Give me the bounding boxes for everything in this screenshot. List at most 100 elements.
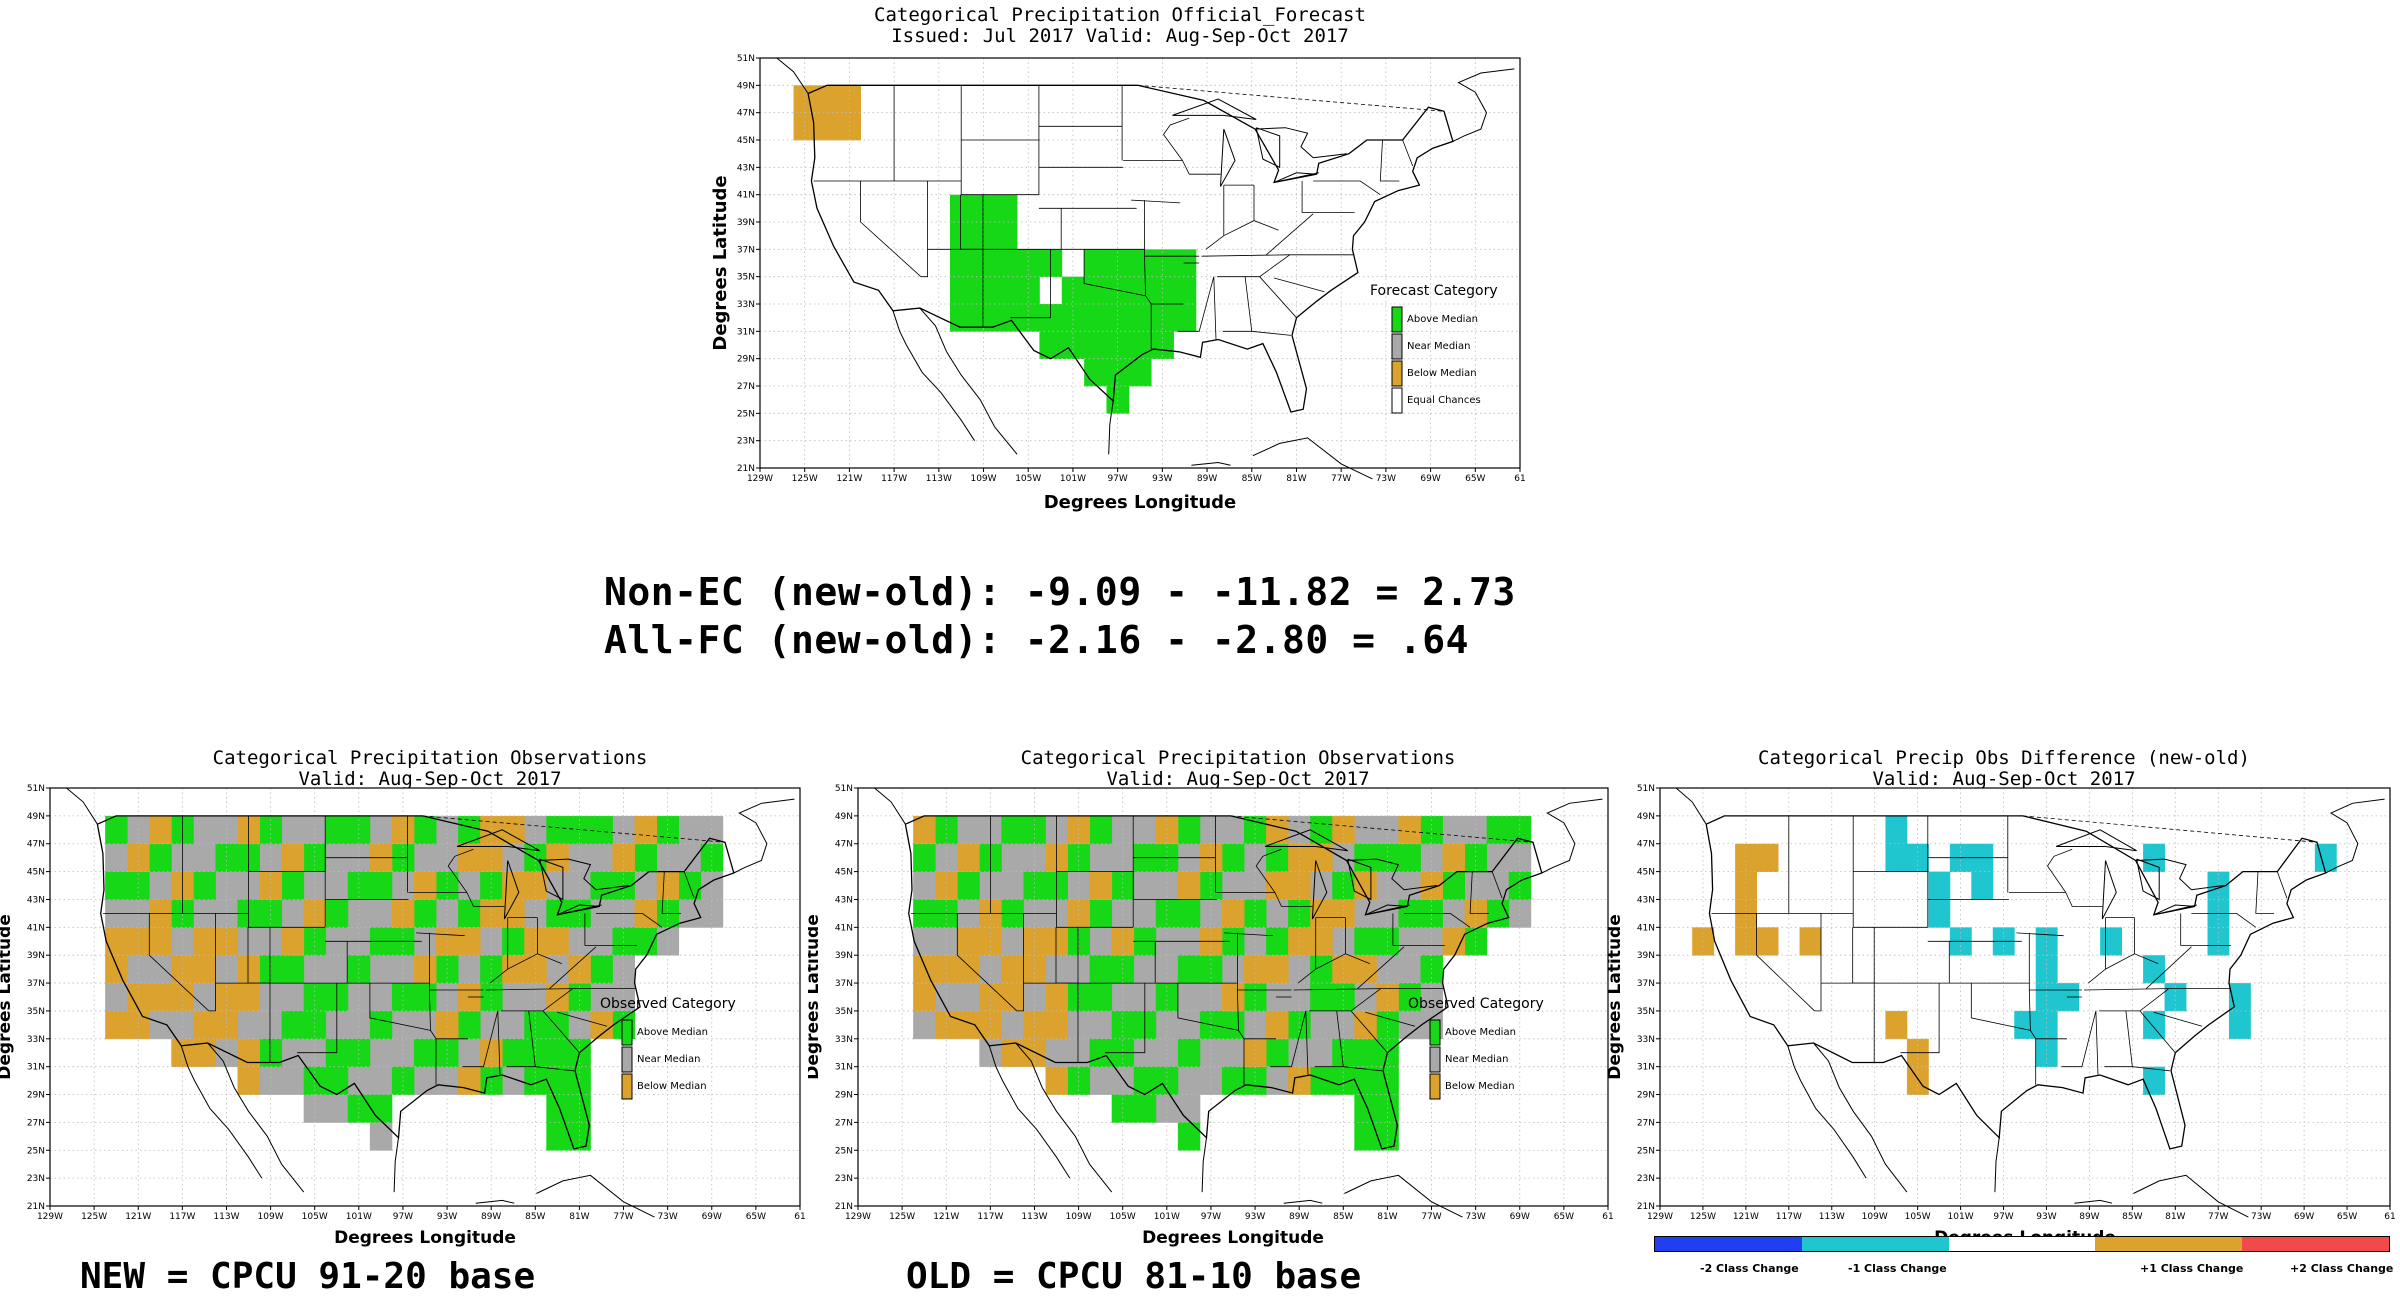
x-tick-label: 85W xyxy=(1242,474,1262,484)
legend-swatch xyxy=(1391,387,1403,414)
grid-cell-below xyxy=(1177,871,1201,900)
grid-cell-above xyxy=(1266,843,1289,872)
x-tick-label: 117W xyxy=(881,474,907,484)
grid-cell-above xyxy=(391,983,415,1012)
grid-cell-minus1 xyxy=(1885,815,1908,845)
x-tick-label: 65W xyxy=(2337,1212,2357,1222)
grid-cell-near xyxy=(1023,843,1046,872)
grid-cell-near xyxy=(590,983,613,1012)
cuba-coastline xyxy=(1344,1174,1463,1218)
mexico-coastline xyxy=(919,307,1018,455)
grid-cell-minus1 xyxy=(1885,843,1908,872)
map-background xyxy=(1660,788,2390,1206)
grid-cell-near xyxy=(1354,983,1377,1012)
grid-cell-near xyxy=(1376,871,1399,900)
grid-cell-below xyxy=(1266,871,1289,900)
grid-cell-plus1 xyxy=(1735,843,1758,872)
canada-coastline xyxy=(1365,904,1408,916)
difference-map: 129W 125W 121W 117W 113W 109W 105W 101W 97W 93W 89… xyxy=(1608,784,2396,1248)
state-boundary xyxy=(1297,953,1370,984)
grid-cell-below xyxy=(149,983,172,1012)
x-tick-label: 101W xyxy=(346,1212,372,1222)
grid-cell-above xyxy=(1089,983,1113,1012)
grid-cell-above xyxy=(568,983,591,1012)
y-tick-label: 45N xyxy=(835,868,853,878)
y-tick-label: 29N xyxy=(1637,1091,1655,1101)
grid-cell-near xyxy=(1244,1010,1267,1040)
grid-cell-near xyxy=(281,815,305,845)
y-tick-label: 35N xyxy=(737,273,755,283)
y-tick-label: 27N xyxy=(27,1118,45,1128)
grid-cell-below xyxy=(1001,983,1024,1012)
y-tick-label: 51N xyxy=(835,784,853,794)
grid-cell-above xyxy=(590,815,613,845)
y-tick-label: 27N xyxy=(1637,1118,1655,1128)
grid-cell-near xyxy=(347,983,371,1012)
canada-coastline xyxy=(1273,172,1317,183)
grid-cell-near xyxy=(1420,843,1443,872)
grid-cell-below xyxy=(237,955,260,984)
colorbar-zero xyxy=(1948,1237,2096,1251)
x-tick-label: 65W xyxy=(746,1212,766,1222)
state-boundary xyxy=(1016,913,1024,1012)
map-frame xyxy=(759,57,1521,469)
state-boundary xyxy=(549,946,597,989)
grid-cell-above xyxy=(347,1038,371,1068)
x-tick-label: 81W xyxy=(2165,1212,2185,1222)
state-boundary xyxy=(2065,892,2103,907)
x-axis-label: Degrees Longitude xyxy=(1044,492,1237,513)
x-tick-label: 77W xyxy=(613,1212,633,1222)
state-boundary xyxy=(1182,160,1221,175)
x-tick-label: 89W xyxy=(1197,474,1217,484)
grid-cell-near xyxy=(1508,899,1532,928)
grid-cell-near xyxy=(1089,927,1113,956)
grid-cell-minus1 xyxy=(2164,983,2187,1012)
state-boundary xyxy=(1301,181,1355,213)
grid-cell-near xyxy=(1442,899,1466,928)
grid-cell-minus1 xyxy=(2035,1010,2058,1040)
grid-cell-above xyxy=(105,871,128,900)
state-boundary xyxy=(416,932,465,937)
canada-coastline xyxy=(538,858,597,891)
x-tick-label: 89W xyxy=(1289,1212,1309,1222)
y-tick-label: 41N xyxy=(27,923,45,933)
x-tick-label: 73W xyxy=(657,1212,677,1222)
y-tick-label: 31N xyxy=(1637,1063,1655,1073)
grid-cell-above xyxy=(1151,249,1174,278)
grid-cell-near xyxy=(1133,815,1157,845)
y-tick-label: 21N xyxy=(27,1202,45,1212)
state-boundary xyxy=(1010,249,1052,319)
grid-cell-near xyxy=(1288,1038,1311,1068)
grid-cell-near xyxy=(369,815,393,845)
grid-cell-above xyxy=(1084,358,1107,387)
state-boundary xyxy=(1105,983,1146,1054)
new-caption: NEW = CPCU 91-20 base xyxy=(80,1256,536,1297)
grid-cell-near xyxy=(436,899,459,928)
legend-label: Below Median xyxy=(1407,368,1477,379)
us-outline xyxy=(1705,815,2327,1150)
grid-cell-below xyxy=(1266,815,1289,845)
grid-cell-near xyxy=(1111,983,1135,1012)
grid-cell-above xyxy=(994,249,1018,278)
canada-coastline xyxy=(776,57,809,94)
grid-cell-below xyxy=(413,955,437,984)
grid-cell-above xyxy=(458,1010,481,1040)
canada-coastline xyxy=(2325,798,2385,874)
grid-cell-above xyxy=(1151,276,1174,305)
old-title-line2: Valid: Aug-Sep-Oct 2017 xyxy=(1106,768,1370,790)
grid-cell-above xyxy=(950,194,973,223)
grid-cell-above xyxy=(281,955,305,984)
y-tick-label: 33N xyxy=(1637,1035,1655,1045)
state-boundary xyxy=(2146,946,2192,989)
x-tick-label: 65W xyxy=(1554,1212,1574,1222)
colorbar-plus2 xyxy=(2242,1237,2389,1251)
grid-cell-below xyxy=(1045,927,1068,956)
grid-cell-near xyxy=(391,871,415,900)
grid-cell-minus1 xyxy=(1971,871,1994,900)
grid-cell-near xyxy=(1221,815,1245,845)
grid-cell-above xyxy=(1177,955,1201,984)
x-tick-label: 65W xyxy=(1465,474,1485,484)
y-tick-label: 51N xyxy=(737,54,755,64)
canada-coastline xyxy=(733,798,795,874)
y-tick-label: 39N xyxy=(835,951,853,961)
